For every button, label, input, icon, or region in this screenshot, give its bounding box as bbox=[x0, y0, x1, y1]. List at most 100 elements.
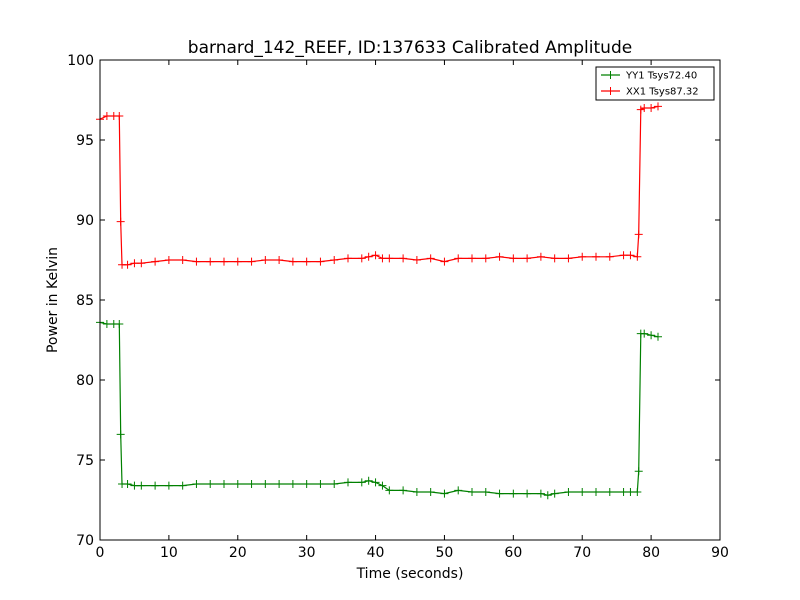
data-point bbox=[536, 252, 545, 261]
data-point bbox=[115, 112, 124, 120]
data-point bbox=[247, 480, 256, 488]
legend-label: YY1 Tsys72.40 bbox=[625, 71, 697, 82]
data-point bbox=[364, 476, 373, 485]
y-tick-label: 85 bbox=[76, 293, 94, 309]
data-point bbox=[164, 481, 173, 490]
data-point bbox=[564, 254, 573, 263]
data-point bbox=[634, 467, 643, 476]
x-tick-label: 10 bbox=[160, 545, 178, 561]
x-tick-label: 30 bbox=[298, 545, 316, 561]
data-point bbox=[640, 104, 649, 112]
data-point bbox=[357, 478, 366, 487]
data-point bbox=[578, 488, 587, 496]
data-point bbox=[440, 257, 449, 266]
legend-entry: XX1 Tsys87.32 bbox=[601, 87, 699, 98]
x-tick-label: 60 bbox=[504, 545, 522, 561]
data-point bbox=[626, 488, 635, 496]
data-point bbox=[385, 254, 394, 263]
data-point bbox=[275, 256, 284, 264]
data-point bbox=[192, 257, 201, 266]
data-point bbox=[550, 254, 559, 263]
y-tick-label: 95 bbox=[76, 133, 94, 149]
data-point bbox=[399, 254, 408, 263]
axis-ticks: 0 10 20 30 40 50 60 70 80 90 70 75 80 85 90 95 100 bbox=[67, 53, 729, 561]
data-point bbox=[564, 488, 573, 496]
data-point bbox=[115, 320, 124, 328]
data-point bbox=[288, 257, 297, 266]
x-tick-label: 0 bbox=[96, 545, 105, 561]
data-point bbox=[578, 252, 587, 261]
data-point bbox=[481, 488, 490, 496]
data-point bbox=[123, 480, 132, 488]
legend-marker bbox=[606, 71, 615, 79]
data-point bbox=[302, 480, 311, 488]
data-point bbox=[543, 491, 552, 500]
x-tick-label: 40 bbox=[367, 545, 385, 561]
data-point bbox=[495, 252, 504, 261]
data-point bbox=[633, 488, 642, 496]
data-point bbox=[137, 259, 146, 268]
data-point bbox=[647, 104, 656, 112]
data-point bbox=[399, 486, 408, 495]
data-point bbox=[536, 489, 545, 498]
data-point bbox=[523, 254, 532, 263]
legend-label: XX1 Tsys87.32 bbox=[626, 87, 699, 98]
data-point bbox=[178, 256, 187, 264]
data-point bbox=[330, 256, 339, 264]
y-tick-label: 70 bbox=[76, 533, 94, 549]
data-point bbox=[275, 480, 284, 488]
data-point bbox=[509, 489, 518, 498]
data-point bbox=[654, 102, 662, 111]
data-point bbox=[344, 254, 352, 263]
data-point bbox=[634, 230, 643, 239]
data-point bbox=[412, 488, 421, 496]
data-point bbox=[426, 488, 435, 496]
data-point bbox=[371, 251, 380, 260]
data-point bbox=[378, 254, 387, 263]
x-axis-label: Time (seconds) bbox=[356, 566, 464, 582]
data-point bbox=[288, 480, 297, 488]
data-point bbox=[647, 331, 656, 340]
data-point bbox=[412, 256, 421, 264]
data-point bbox=[640, 329, 649, 338]
data-point bbox=[440, 489, 449, 498]
data-point bbox=[261, 256, 270, 264]
y-axis-label: Power in Kelvin bbox=[45, 247, 61, 353]
legend-marker bbox=[606, 87, 615, 95]
data-point bbox=[102, 112, 111, 120]
data-point bbox=[206, 480, 215, 488]
data-point bbox=[454, 254, 463, 263]
data-point bbox=[137, 481, 146, 490]
x-tick-label: 70 bbox=[573, 545, 591, 561]
data-point bbox=[378, 481, 387, 490]
data-point bbox=[192, 480, 201, 488]
data-point bbox=[233, 257, 242, 266]
data-point bbox=[123, 260, 132, 269]
data-point bbox=[130, 259, 139, 268]
data-point bbox=[605, 488, 614, 496]
data-point bbox=[151, 481, 160, 490]
data-point bbox=[468, 254, 476, 263]
data-point bbox=[178, 481, 187, 490]
data-point bbox=[495, 489, 504, 498]
data-point bbox=[619, 488, 628, 496]
data-point bbox=[481, 254, 490, 263]
data-point bbox=[220, 480, 228, 488]
data-point bbox=[371, 478, 380, 487]
data-point bbox=[233, 480, 242, 488]
series-2 bbox=[96, 102, 662, 269]
data-point bbox=[316, 480, 325, 488]
data-point bbox=[592, 488, 600, 496]
data-point bbox=[130, 481, 139, 490]
x-tick-label: 80 bbox=[642, 545, 660, 561]
plot-area bbox=[96, 102, 662, 500]
data-point bbox=[316, 257, 325, 266]
data-point bbox=[468, 488, 476, 496]
x-tick-label: 90 bbox=[711, 545, 729, 561]
data-point bbox=[636, 105, 645, 114]
x-tick-label: 20 bbox=[229, 545, 247, 561]
y-tick-label: 75 bbox=[76, 453, 94, 469]
data-point bbox=[654, 332, 662, 341]
data-point bbox=[164, 256, 173, 264]
